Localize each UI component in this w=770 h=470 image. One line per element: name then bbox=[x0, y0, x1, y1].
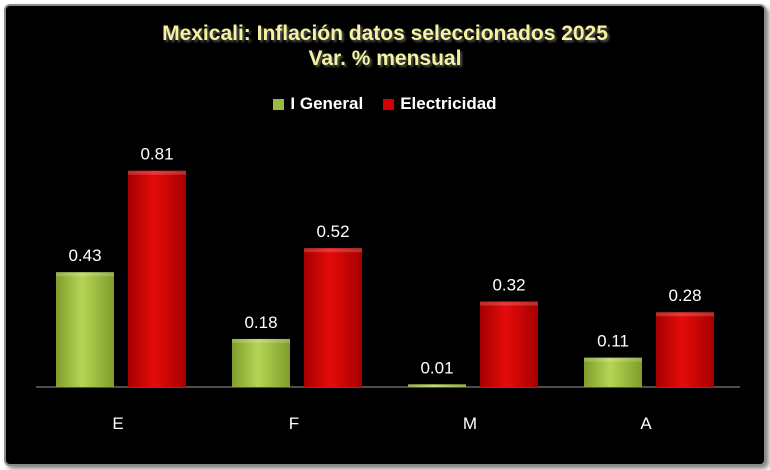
data-label-general-m: 0.01 bbox=[420, 358, 453, 377]
data-label-general-a: 0.11 bbox=[597, 332, 629, 351]
x-tick-label-a: A bbox=[640, 414, 652, 433]
bar-general-f bbox=[232, 338, 290, 387]
bar-highlight-general-e bbox=[56, 272, 114, 277]
bar-electricidad-m bbox=[480, 301, 538, 387]
bar-general-a bbox=[584, 357, 642, 387]
bar-highlight-general-a bbox=[584, 357, 642, 362]
data-label-electricidad-a: 0.28 bbox=[668, 286, 701, 305]
data-label-electricidad-e: 0.81 bbox=[140, 145, 173, 164]
bar-highlight-general-f bbox=[232, 338, 290, 343]
legend-swatch-electricidad bbox=[383, 98, 395, 110]
bar-electricidad-e bbox=[128, 170, 186, 387]
bar-highlight-electricidad-m bbox=[480, 301, 538, 306]
bar-electricidad-f bbox=[304, 248, 362, 387]
legend-item-electricidad: Electricidad bbox=[383, 94, 497, 114]
data-label-general-e: 0.43 bbox=[68, 246, 101, 265]
x-tick-label-e: E bbox=[112, 414, 123, 433]
bar-general-e bbox=[56, 272, 114, 387]
bar-highlight-electricidad-f bbox=[304, 248, 362, 253]
legend-swatch-general bbox=[273, 98, 285, 110]
chart-legend: I General Electricidad bbox=[0, 94, 770, 114]
bar-highlight-electricidad-a bbox=[656, 312, 714, 317]
x-tick-label-f: F bbox=[289, 414, 299, 433]
chart-subtitle: Var. % mensual bbox=[308, 47, 462, 70]
bar-highlight-electricidad-e bbox=[128, 170, 186, 175]
bar-highlight-general-m bbox=[408, 384, 466, 387]
x-tick-label-m: M bbox=[463, 414, 477, 433]
legend-label-electricidad: Electricidad bbox=[400, 94, 497, 113]
data-label-general-f: 0.18 bbox=[244, 313, 277, 332]
legend-item-general: I General bbox=[273, 94, 363, 114]
data-label-electricidad-f: 0.52 bbox=[316, 222, 349, 241]
legend-label-general: I General bbox=[290, 94, 364, 113]
data-label-electricidad-m: 0.32 bbox=[492, 276, 525, 295]
bar-general-m bbox=[408, 384, 466, 387]
bar-electricidad-a bbox=[656, 312, 714, 387]
chart-title: Mexicali: Inflación datos seleccionados … bbox=[162, 22, 608, 45]
